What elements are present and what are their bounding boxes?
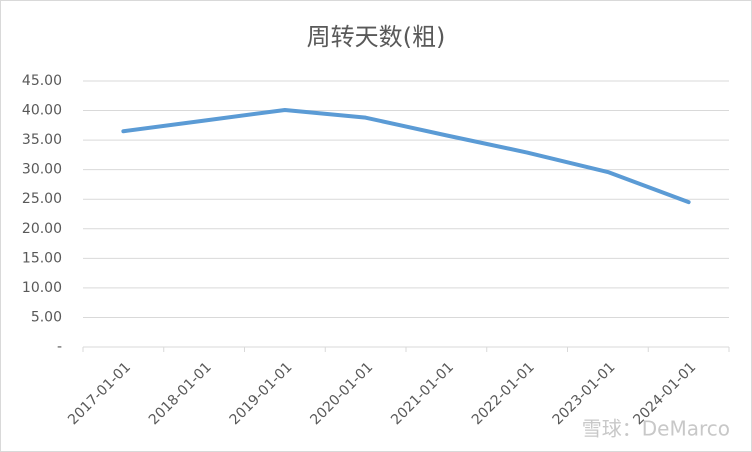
chart-title: 周转天数(粗): [307, 23, 446, 51]
watermark: 雪球：DeMarco: [582, 417, 730, 441]
y-tick-label: 25.00: [22, 191, 62, 207]
y-tick-label: -: [57, 339, 62, 355]
y-tick-label: 15.00: [22, 250, 62, 266]
y-tick-label: 10.00: [22, 280, 62, 296]
y-tick-label: 35.00: [22, 132, 62, 148]
y-tick-label: 20.00: [22, 221, 62, 237]
y-tick-label: 5.00: [31, 309, 62, 325]
line: [121, 107, 691, 205]
y-tick-label: 40.00: [22, 103, 62, 119]
y-tick-label: 30.00: [22, 162, 62, 178]
y-tick-label: 45.00: [22, 73, 62, 89]
